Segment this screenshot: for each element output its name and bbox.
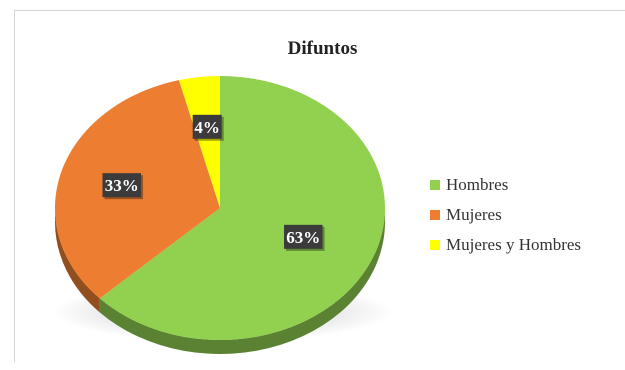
data-label-mujeres: 33% <box>102 173 144 200</box>
chart-title: Difuntos <box>287 38 358 59</box>
legend-swatch <box>430 180 440 190</box>
legend-item-mujeres: Mujeres <box>430 200 581 230</box>
legend-label: Mujeres y Hombres <box>446 235 582 254</box>
data-label-hombres: 63% <box>284 224 325 251</box>
pie-slice-mujeres-y-hombres <box>178 76 220 208</box>
pie-side-mujeres <box>55 208 100 313</box>
legend-label: Mujeres <box>446 205 502 224</box>
pie-slice-hombres <box>99 76 385 340</box>
svg-text:33%: 33% <box>105 176 139 195</box>
pie-labels: 63% 33% 4% <box>102 114 325 251</box>
legend-item-hombres: Hombres <box>430 170 581 200</box>
legend: Hombres Mujeres Mujeres y Hombres <box>430 170 581 260</box>
svg-text:4%: 4% <box>194 118 220 137</box>
pie-side-hombres <box>99 208 385 354</box>
data-label-mujeres-y-hombres: 4% <box>192 114 224 141</box>
legend-label: Hombres <box>446 175 509 194</box>
legend-item-mujeres-y-hombres: Mujeres y Hombres <box>430 230 581 260</box>
legend-swatch <box>430 240 440 250</box>
svg-text:63%: 63% <box>286 228 320 247</box>
legend-swatch <box>430 210 440 220</box>
pie-sides <box>55 208 385 354</box>
